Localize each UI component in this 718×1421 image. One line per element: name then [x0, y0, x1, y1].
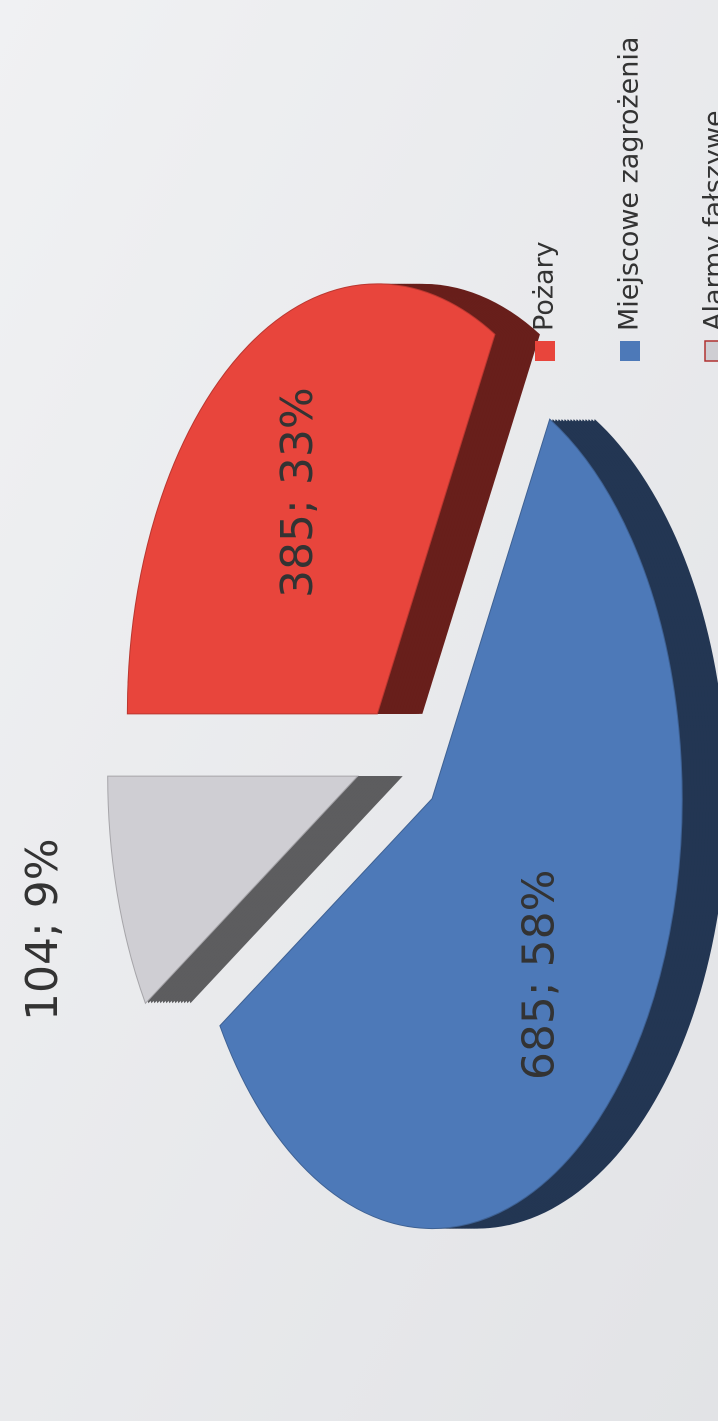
legend-swatch — [704, 340, 718, 362]
plot: 385; 33% 685; 58% 104; 9% Pożary Miejscowe z… — [17, 37, 718, 1230]
legend-label: Miejscowe zagrożenia — [614, 37, 645, 331]
slice — [107, 775, 359, 1005]
slice — [219, 418, 683, 1230]
legend-label: Pożary — [529, 241, 560, 331]
slice — [126, 283, 496, 715]
data-label: 385; 33% — [272, 387, 323, 598]
legend-label: Alarmy fałszywe — [699, 110, 718, 331]
legend-swatch — [620, 341, 640, 361]
legend-swatch — [535, 341, 555, 361]
data-label: 104; 9% — [17, 838, 68, 1021]
data-label: 685; 58% — [514, 870, 565, 1081]
